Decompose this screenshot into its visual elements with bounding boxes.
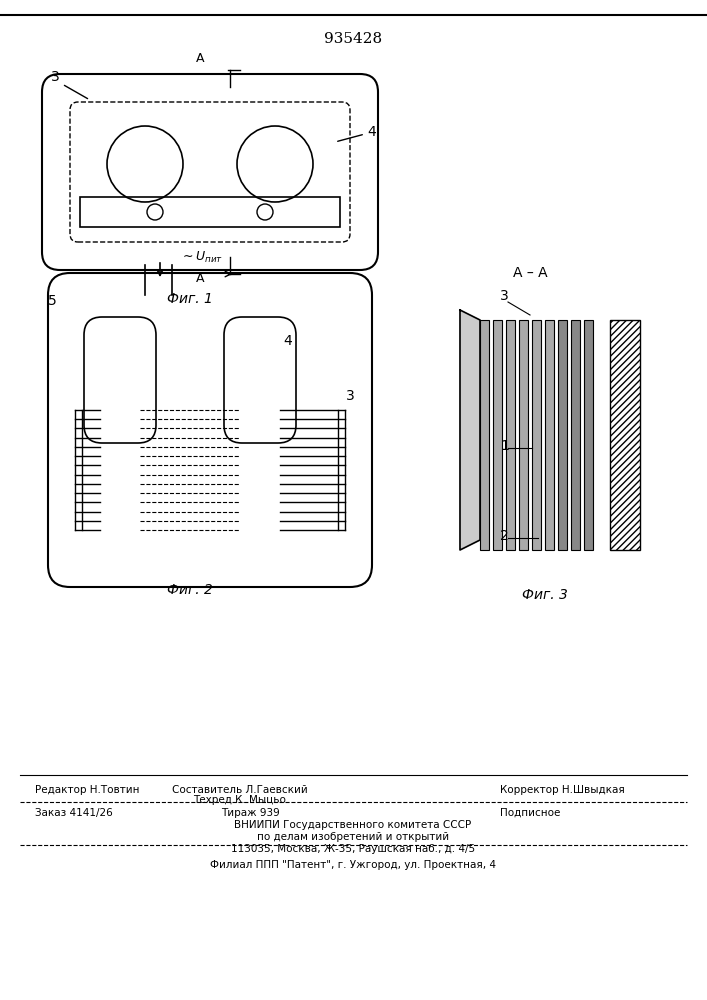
Text: А – А: А – А	[513, 266, 547, 280]
Bar	[80, 197, 340, 227]
Text: Фиг. 2: Фиг. 2	[167, 583, 213, 597]
Text: А: А	[196, 52, 204, 65]
Text: Фиг. 3: Фиг. 3	[522, 588, 568, 602]
Bar	[558, 320, 567, 550]
Polygon shape	[460, 310, 480, 550]
Bar	[506, 320, 515, 550]
Text: 4: 4	[284, 334, 293, 348]
Text: ВНИИПИ Государственного комитета СССР: ВНИИПИ Государственного комитета СССР	[235, 820, 472, 830]
Bar	[610, 320, 640, 550]
Text: 3: 3	[500, 289, 509, 303]
Text: Подписное: Подписное	[500, 808, 561, 818]
Text: 3: 3	[346, 389, 354, 403]
Text: Техред К. Мыцьо: Техред К. Мыцьо	[194, 795, 286, 805]
Bar	[480, 320, 489, 550]
Text: Заказ 4141/26: Заказ 4141/26	[35, 808, 112, 818]
Text: Тираж 939: Тираж 939	[221, 808, 279, 818]
Bar	[493, 320, 502, 550]
Text: по делам изобретений и открытий: по делам изобретений и открытий	[257, 832, 449, 842]
Bar	[584, 320, 593, 550]
Text: А: А	[196, 272, 204, 285]
Text: Филиал ППП "Патент", г. Ужгород, ул. Проектная, 4: Филиал ППП "Патент", г. Ужгород, ул. Про…	[210, 860, 496, 870]
Text: Составитель Л.Гаевский: Составитель Л.Гаевский	[172, 785, 308, 795]
Text: 935428: 935428	[324, 32, 382, 46]
Text: Фиг. 1: Фиг. 1	[167, 292, 213, 306]
Text: 4: 4	[368, 125, 376, 139]
Bar	[571, 320, 580, 550]
Text: Редактор Н.Товтин: Редактор Н.Товтин	[35, 785, 139, 795]
Text: $\sim U_{пит}$: $\sim U_{пит}$	[180, 249, 223, 265]
Text: 3: 3	[51, 70, 59, 84]
Text: Корректор Н.Швыдкая: Корректор Н.Швыдкая	[500, 785, 625, 795]
Bar	[519, 320, 528, 550]
Bar	[545, 320, 554, 550]
Text: 2: 2	[500, 529, 509, 543]
Text: 1: 1	[500, 439, 509, 453]
Text: 113035, Москва, Ж-35, Раушская наб., д. 4/5: 113035, Москва, Ж-35, Раушская наб., д. …	[231, 844, 475, 854]
Bar	[532, 320, 541, 550]
Text: 5: 5	[47, 294, 57, 308]
